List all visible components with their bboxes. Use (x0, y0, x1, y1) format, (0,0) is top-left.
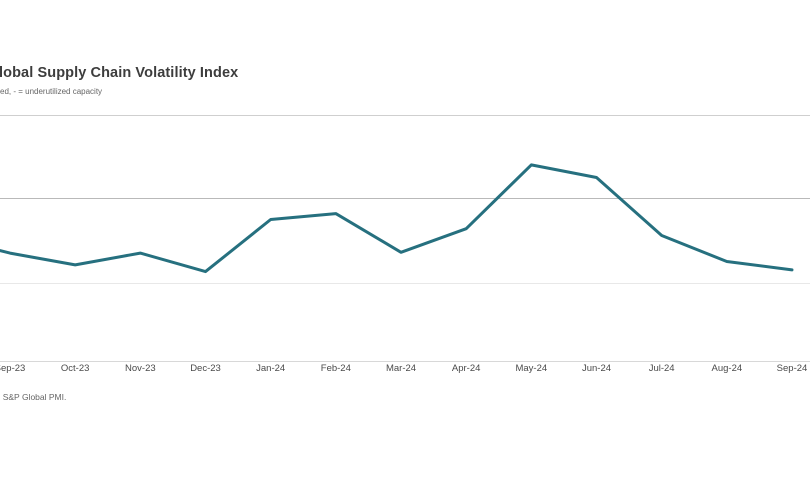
x-axis-label: Nov-23 (125, 363, 156, 374)
x-axis-label-row: Sep-23 Oct-23 Nov-23 Dec-23 Jan-24 Feb-24 Mar-… (0, 363, 810, 376)
source-note: , S&P Global PMI. (0, 392, 67, 402)
x-axis-label: Mar-24 (385, 363, 417, 374)
x-axis-label: Oct-23 (60, 363, 90, 374)
x-axis-label: Jan-24 (256, 363, 286, 374)
volatility-index-series-line (0, 163, 794, 274)
horizontal-gridlines (0, 115, 810, 284)
x-axis-label: May-24 (515, 363, 548, 374)
chart-subtitle: ed, - = underutilized capacity (0, 87, 103, 96)
x-axis-label: Apr-24 (451, 363, 481, 374)
x-axis-label: Dec-23 (190, 363, 221, 374)
x-axis-label: Jul-24 (648, 363, 675, 374)
x-axis-label: Sep-23 (0, 363, 26, 374)
x-axis-label: Sep-24 (776, 363, 808, 374)
chart-title: lobal Supply Chain Volatility Index (0, 65, 239, 81)
x-axis-label: Aug-24 (711, 363, 743, 374)
x-axis-label: Jun-24 (581, 363, 612, 374)
x-axis-label: Feb-24 (320, 363, 351, 374)
